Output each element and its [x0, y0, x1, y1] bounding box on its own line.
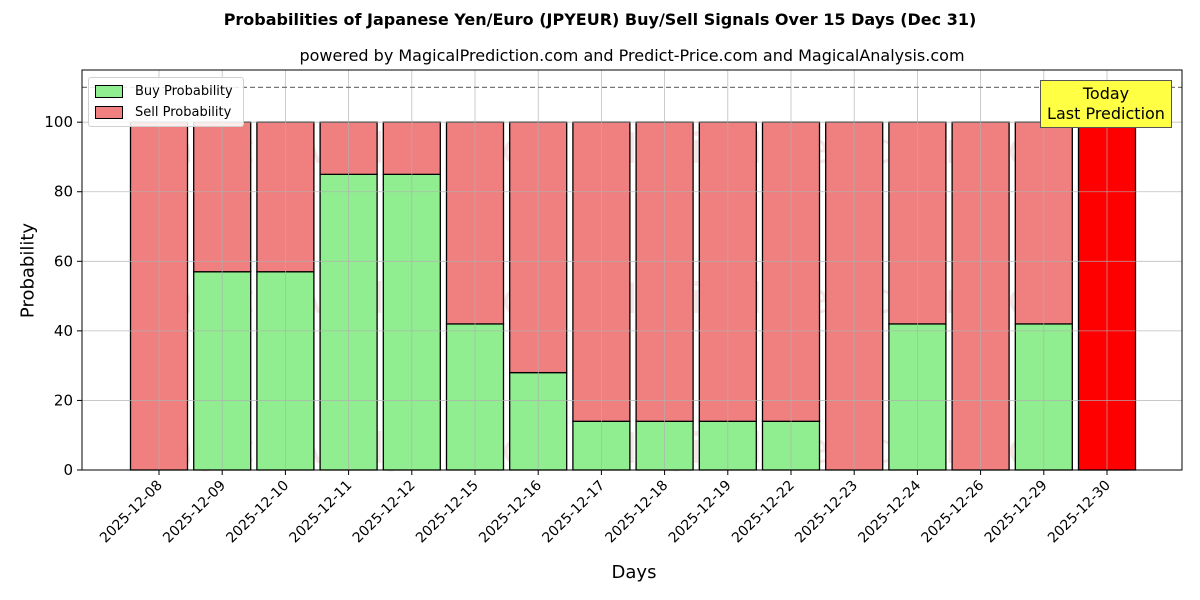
x-tick-label: 2025-12-24	[855, 477, 924, 546]
y-tick-label: 60	[54, 252, 73, 270]
chart-title: Probabilities of Japanese Yen/Euro (JPYE…	[223, 10, 977, 29]
x-tick-label: 2025-12-19	[666, 478, 735, 547]
y-tick-label: 0	[63, 461, 73, 479]
x-tick-label: 2025-12-26	[919, 477, 988, 546]
legend-buy-label: Buy Probability	[135, 83, 233, 99]
buy-swatch-icon	[95, 84, 123, 98]
x-tick-label: 2025-12-08	[97, 478, 166, 547]
x-tick-label: 2025-12-23	[792, 478, 861, 547]
y-axis-label: Probability	[17, 222, 39, 319]
x-tick-label: 2025-12-29	[982, 478, 1051, 547]
axes-frame	[81, 69, 1183, 471]
legend-item-sell: Sell Probability	[95, 104, 231, 120]
y-tick-label: 40	[54, 322, 73, 340]
chart-subtitle: powered by MagicalPrediction.com and Pre…	[299, 46, 965, 65]
x-tick-label: 2025-12-11	[287, 478, 356, 547]
legend-sell-label: Sell Probability	[135, 104, 232, 120]
x-tick-label: 2025-12-10	[223, 478, 292, 547]
x-tick-label: 2025-12-17	[539, 478, 608, 547]
x-tick-label: 2025-12-16	[476, 477, 545, 546]
y-tick-label: 20	[54, 391, 73, 409]
today-annotation: Today Last Prediction	[1040, 80, 1172, 128]
x-tick-label: 2025-12-15	[413, 478, 482, 547]
legend: Buy Probability Sell Probability	[88, 77, 244, 127]
annotation-line1: Today	[1082, 84, 1130, 103]
x-tick-label: 2025-12-22	[729, 478, 798, 547]
y-tick-label: 80	[54, 183, 73, 201]
x-tick-label: 2025-12-18	[603, 478, 672, 547]
x-tick-label: 2025-12-12	[350, 478, 419, 547]
y-tick-label: 100	[44, 113, 73, 131]
legend-item-buy: Buy Probability	[95, 83, 233, 99]
x-tick-label: 2025-12-30	[1045, 478, 1114, 547]
x-tick-label: 2025-12-09	[160, 478, 229, 547]
x-axis-label: Days	[611, 562, 657, 583]
annotation-line2: Last Prediction	[1047, 104, 1165, 123]
sell-swatch-icon	[95, 105, 123, 119]
